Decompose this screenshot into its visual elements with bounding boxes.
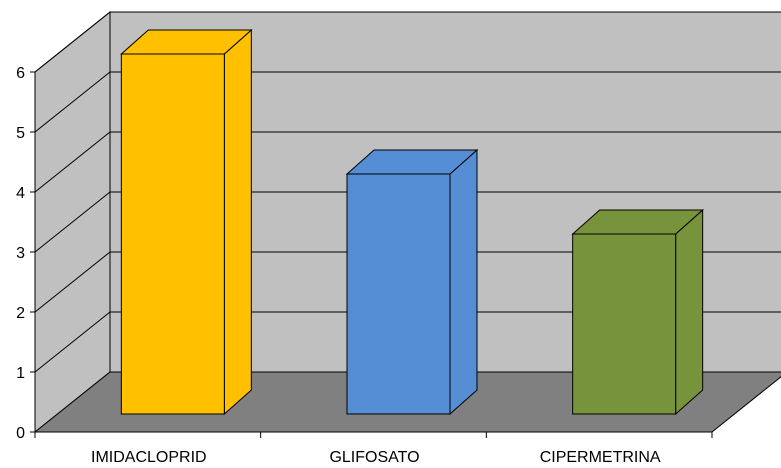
bar-side [223, 28, 252, 416]
x-category-label: GLIFOSATO [329, 449, 419, 466]
axes [30, 71, 713, 438]
gridline-side [34, 251, 111, 313]
bar-front [346, 173, 451, 415]
y-tick-label: 1 [16, 365, 25, 382]
x-category-label: CIPERMETRINA [540, 449, 661, 466]
y-tick-label: 2 [16, 305, 25, 322]
bars [120, 28, 704, 416]
bar [120, 28, 253, 416]
x-category-label: IMIDACLOPRID [91, 449, 207, 466]
bar-front [120, 53, 225, 415]
bar-front [572, 233, 677, 415]
bar [345, 148, 479, 416]
bar-side [675, 208, 704, 416]
y-tick-label: 5 [16, 125, 25, 142]
gridline-side [34, 191, 111, 253]
y-tick-label: 4 [16, 185, 25, 202]
labels: 0 1 2 3 4 5 6 IMIDACLOPRID GLIFOSATO CIPERMETRINA [16, 65, 661, 466]
bar [571, 208, 704, 416]
gridline-side [34, 131, 111, 193]
bar-side [449, 148, 478, 416]
gridline-side [34, 11, 111, 73]
y-tick-label: 3 [16, 245, 25, 262]
gridline-side [34, 311, 111, 373]
y-tick-label: 6 [16, 65, 25, 82]
y-tick-label: 0 [16, 425, 25, 442]
gridline-side [34, 71, 111, 133]
